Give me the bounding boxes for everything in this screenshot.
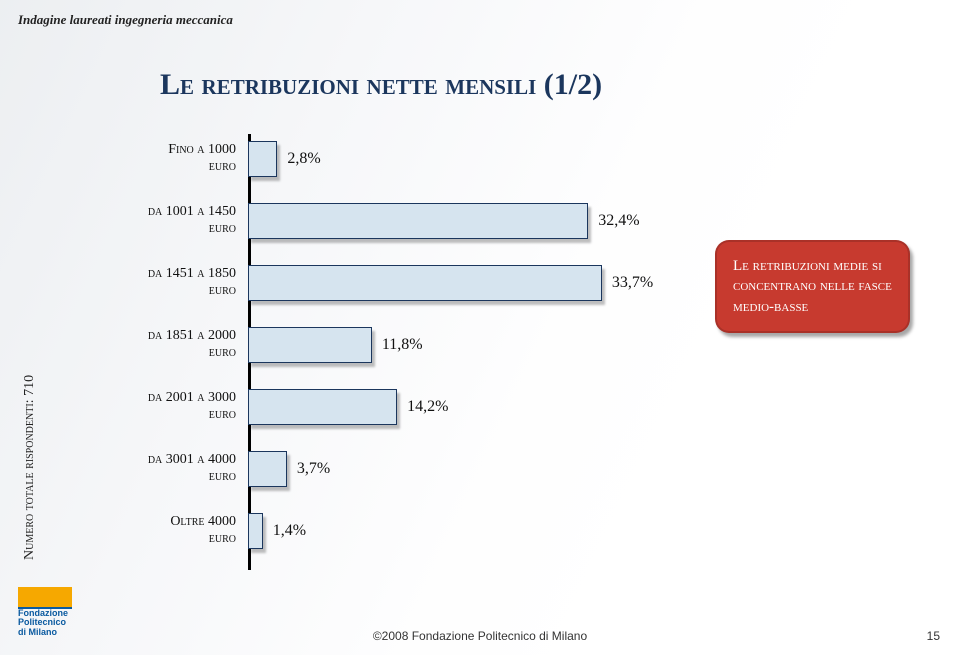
logo-mark (18, 587, 72, 607)
value-label: 2,8% (287, 150, 320, 168)
chart-row: da 3001 a 4000euro3,7% (108, 440, 668, 498)
bar-fill (248, 203, 588, 239)
category-label: da 3001 a 4000euro (108, 452, 248, 486)
respondents-count-label: Numero totale rispondenti: 710 (22, 375, 38, 560)
bar: 32,4% (248, 203, 588, 239)
bar-wrap: 1,4% (248, 502, 668, 560)
bar-fill (248, 141, 277, 177)
bar-wrap: 33,7% (248, 254, 668, 312)
chart-row: da 1451 a 1850euro33,7% (108, 254, 668, 312)
callout-box: Le retribuzioni medie si concentrano nel… (715, 240, 910, 333)
bar: 1,4% (248, 513, 263, 549)
bar-wrap: 11,8% (248, 316, 668, 374)
value-label: 14,2% (407, 398, 448, 416)
callout-text: Le retribuzioni medie si concentrano nel… (733, 258, 892, 315)
category-label: Fino a 1000euro (108, 142, 248, 176)
bar-wrap: 32,4% (248, 192, 668, 250)
chart-row: Oltre 4000euro1,4% (108, 502, 668, 560)
bar: 14,2% (248, 389, 397, 425)
bar-fill (248, 389, 397, 425)
chart-row: da 2001 a 3000euro14,2% (108, 378, 668, 436)
slide-header: Indagine laureati ingegneria meccanica (18, 12, 233, 28)
bar: 33,7% (248, 265, 602, 301)
value-label: 1,4% (273, 522, 306, 540)
bar-fill (248, 451, 287, 487)
footer-copyright: ©2008 Fondazione Politecnico di Milano (0, 629, 960, 643)
salary-bar-chart: Fino a 1000euro2,8%da 1001 a 1450euro32,… (108, 130, 668, 570)
bar: 3,7% (248, 451, 287, 487)
page-number: 15 (927, 629, 940, 643)
bar: 2,8% (248, 141, 277, 177)
bar-fill (248, 513, 263, 549)
chart-row: Fino a 1000euro2,8% (108, 130, 668, 188)
slide: Indagine laureati ingegneria meccanica L… (0, 0, 960, 655)
category-label: da 1851 a 2000euro (108, 328, 248, 362)
value-label: 3,7% (297, 460, 330, 478)
slide-title: Le retribuzioni nette mensili (1/2) (160, 68, 602, 102)
bar-wrap: 3,7% (248, 440, 668, 498)
bar-wrap: 14,2% (248, 378, 668, 436)
category-label: da 2001 a 3000euro (108, 390, 248, 424)
bar-fill (248, 265, 602, 301)
category-label: Oltre 4000euro (108, 514, 248, 548)
value-label: 33,7% (612, 274, 653, 292)
bar-fill (248, 327, 372, 363)
category-label: da 1001 a 1450euro (108, 204, 248, 238)
chart-row: da 1851 a 2000euro11,8% (108, 316, 668, 374)
value-label: 32,4% (598, 212, 639, 230)
value-label: 11,8% (382, 336, 423, 354)
chart-row: da 1001 a 1450euro32,4% (108, 192, 668, 250)
category-label: da 1451 a 1850euro (108, 266, 248, 300)
bar: 11,8% (248, 327, 372, 363)
bar-wrap: 2,8% (248, 130, 668, 188)
